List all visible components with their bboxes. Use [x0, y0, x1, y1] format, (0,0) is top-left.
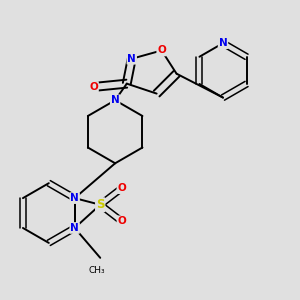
Text: N: N	[70, 193, 79, 203]
Text: N: N	[70, 223, 79, 233]
Text: N: N	[128, 54, 136, 64]
Text: O: O	[117, 183, 126, 193]
Text: O: O	[157, 46, 166, 56]
Text: CH₃: CH₃	[88, 266, 105, 275]
Text: O: O	[89, 82, 98, 92]
Text: S: S	[96, 198, 104, 211]
Text: O: O	[117, 216, 126, 226]
Text: N: N	[219, 38, 227, 48]
Text: N: N	[111, 95, 119, 105]
